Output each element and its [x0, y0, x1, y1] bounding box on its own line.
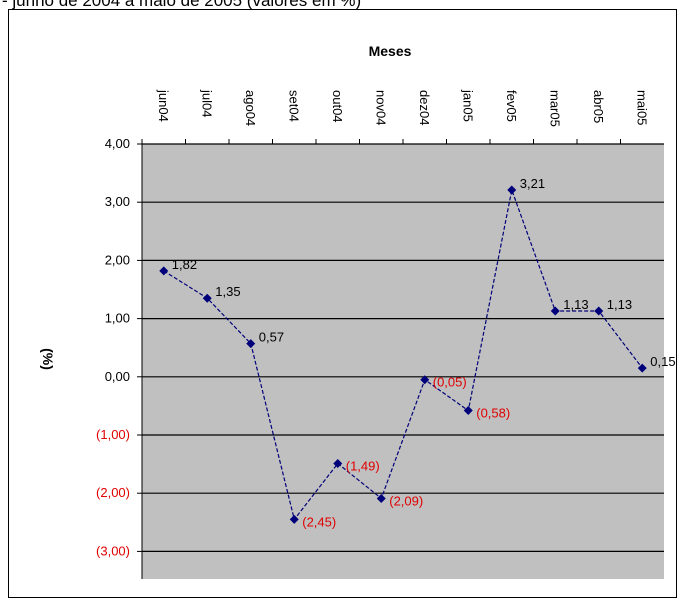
chart-frame: 4,00 3,00 2,00 1,00 0,00 (1,00) (2,00) (3,00) j…: [8, 9, 677, 598]
y-tick-label: 3,00: [105, 194, 130, 209]
data-point: [333, 459, 343, 469]
x-tick-label: out04: [330, 90, 345, 123]
data-point: [289, 514, 299, 524]
x-tick-label: jul04: [199, 89, 214, 117]
data-label: (2,45): [302, 514, 336, 529]
data-point: [376, 493, 386, 503]
data-label: 1,13: [563, 297, 588, 312]
x-tick-label: mar05: [547, 90, 562, 127]
y-tick-label: 1,00: [105, 311, 130, 326]
x-tick-label: mai05: [634, 90, 649, 125]
data-label: 1,13: [607, 297, 632, 312]
x-tick-label: jan05: [460, 89, 475, 122]
data-point: [420, 375, 430, 385]
y-tick-label: 2,00: [105, 252, 130, 267]
x-tick-label: fev05: [504, 90, 519, 122]
data-label: 1,82: [172, 257, 197, 272]
gridlines: [137, 139, 664, 579]
plot-area: [142, 144, 664, 579]
x-tick-label: dez04: [417, 90, 432, 125]
data-point: [159, 266, 169, 276]
data-point: [202, 293, 212, 303]
y-tick-labels: 4,00 3,00 2,00 1,00 0,00 (1,00) (2,00) (3,00): [96, 136, 130, 558]
data-point: [594, 306, 604, 316]
y-tick-label: 4,00: [105, 136, 130, 151]
data-label: (2,09): [389, 493, 423, 508]
data-label: (1,49): [346, 459, 380, 474]
y-tick-label: (2,00): [96, 485, 130, 500]
x-tick-label: jun04: [156, 89, 171, 122]
y-tick-label: 0,00: [105, 369, 130, 384]
data-label: 1,35: [215, 284, 240, 299]
data-point: [463, 406, 473, 416]
data-label: 0,57: [259, 330, 284, 345]
data-label: (0,05): [433, 375, 467, 390]
page-caption: - junho de 2004 a maio de 2005 (valores …: [2, 0, 362, 10]
data-label: 3,21: [520, 176, 545, 191]
x-tick-label: set04: [286, 90, 301, 122]
data-point: [550, 306, 560, 316]
data-point: [246, 339, 256, 349]
y-tick-label: (3,00): [96, 543, 130, 558]
series-line: [163, 187, 643, 521]
data-labels: 1,82 1,35 0,57 (2,45) (1,49) (2,09) (0,05) (0,5…: [172, 176, 676, 529]
x-tick-label: ago04: [243, 90, 258, 126]
x-axis-title: Meses: [369, 43, 412, 59]
series-markers: [159, 185, 647, 524]
data-point: [507, 185, 517, 195]
x-tick-label: abr05: [591, 90, 606, 123]
x-tick-labels: jun04 jul04 ago04 set04 out04 nov04 dez04 jan05…: [156, 89, 650, 127]
data-label: 0,15: [650, 354, 675, 369]
y-axis-title: (%): [40, 348, 56, 370]
line-chart: 4,00 3,00 2,00 1,00 0,00 (1,00) (2,00) (3,00) j…: [40, 43, 676, 579]
y-tick-label: (1,00): [96, 427, 130, 442]
x-tick-label: nov04: [373, 90, 388, 125]
data-label: (0,58): [476, 406, 510, 421]
data-point: [637, 363, 647, 373]
